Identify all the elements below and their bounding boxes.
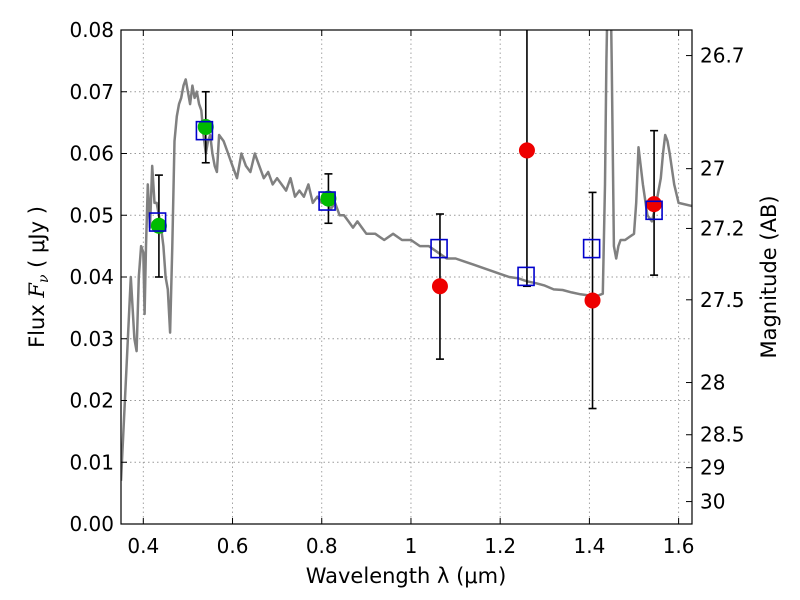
y-tick-label: 0.04 [69, 265, 114, 289]
y-tick-label: 0.06 [69, 142, 114, 166]
green-data-point [150, 217, 167, 234]
mag-tick-label: 30 [700, 490, 725, 514]
x-tick-label: 1.6 [663, 534, 695, 558]
model-photometry-square [582, 238, 601, 259]
model-photometry-square [318, 191, 336, 211]
y-tick-label: 0.07 [69, 80, 114, 104]
mag-tick-label: 27.5 [700, 288, 745, 312]
y-tick-label: 0.05 [69, 203, 114, 227]
y-axis-title: Flux Fν ( μJy ) [25, 206, 52, 348]
mag-tick-label: 27.2 [700, 216, 745, 240]
axis-ticks: 0.4 0.6 0.8 1 1.2 1.4 1.6 0.00 0.01 0.02 0.03 0.04 0… [69, 18, 744, 558]
model-photometry-square [148, 212, 167, 232]
x-tick-label: 1.4 [573, 534, 605, 558]
mag-tick-label: 29 [700, 456, 725, 480]
model-photometry-square [430, 238, 448, 259]
y2-axis-title: Magnitude (AB) [757, 195, 781, 358]
x-tick-label: 1 [405, 534, 418, 558]
plot-area [121, 30, 692, 481]
y-tick-label: 0.01 [69, 450, 114, 474]
mag-tick-label: 27 [700, 157, 725, 181]
x-tick-label: 0.8 [306, 534, 338, 558]
y-tick-label: 0.02 [69, 389, 114, 413]
x-tick-label: 0.6 [217, 534, 249, 558]
model-photometry-square [517, 266, 535, 287]
x-tick-label: 1.2 [484, 534, 516, 558]
y-tick-label: 0.03 [69, 327, 114, 351]
x-tick-label: 0.4 [127, 534, 159, 558]
red-data-point [518, 142, 535, 159]
x-axis-title: Wavelength λ (μm) [306, 564, 507, 588]
red-data-point [646, 196, 663, 213]
y-tick-label: 0.08 [69, 18, 114, 42]
green-data-point [197, 118, 214, 135]
model-photometry-square [645, 200, 663, 221]
red-data-point [431, 278, 448, 295]
mag-tick-label: 26.7 [700, 44, 745, 68]
red-data-point [584, 292, 601, 309]
green-data-point [320, 190, 337, 207]
mag-tick-label: 28 [700, 371, 725, 395]
model-photometry-square [195, 120, 214, 141]
y-tick-label: 0.00 [69, 512, 114, 536]
mag-tick-label: 28.5 [700, 423, 745, 447]
